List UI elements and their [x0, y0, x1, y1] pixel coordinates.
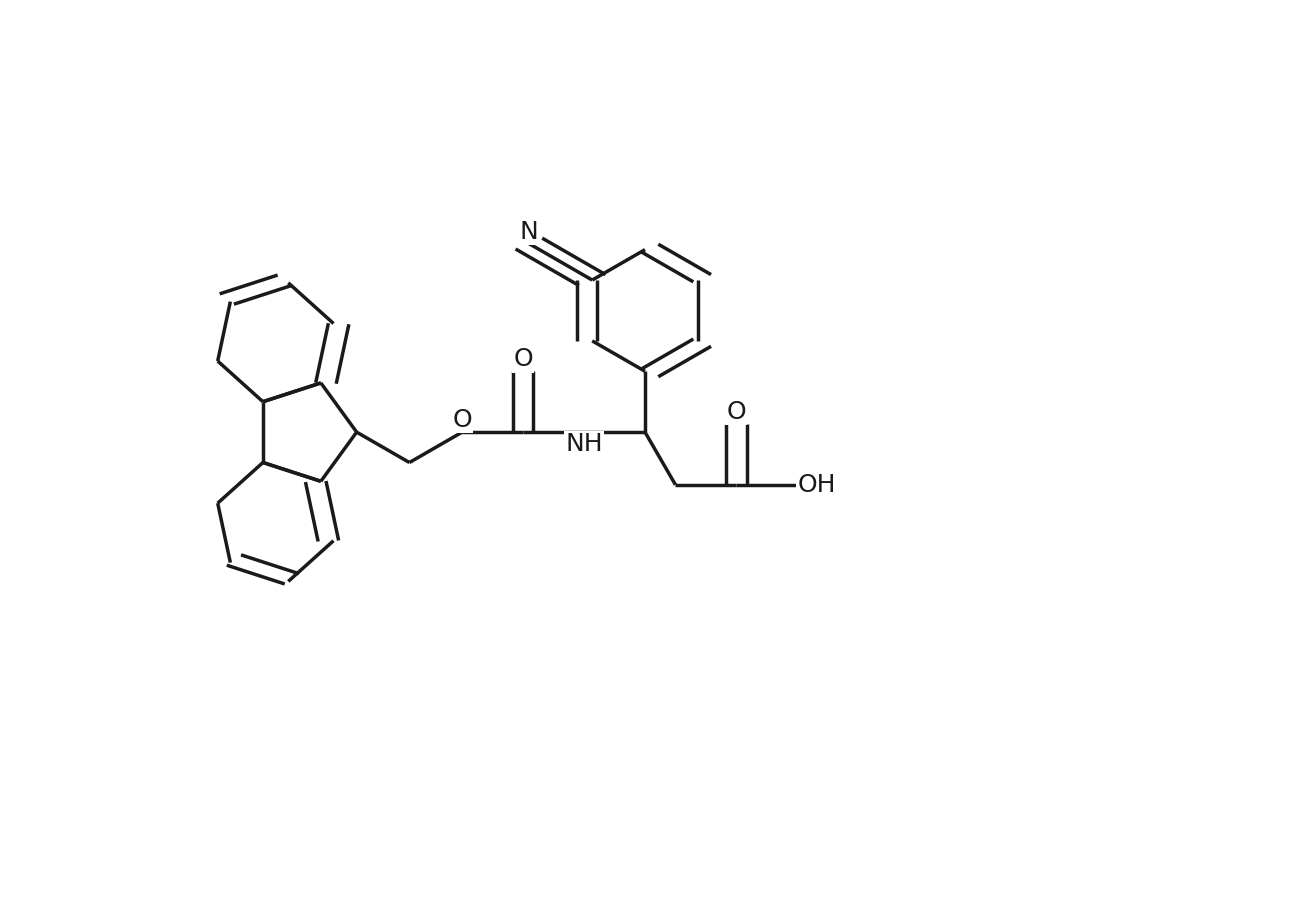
- Text: O: O: [513, 347, 533, 372]
- Text: O: O: [726, 400, 746, 424]
- Text: NH: NH: [565, 432, 602, 456]
- Text: OH: OH: [797, 472, 836, 497]
- Text: N: N: [520, 220, 538, 244]
- Text: O: O: [453, 408, 472, 432]
